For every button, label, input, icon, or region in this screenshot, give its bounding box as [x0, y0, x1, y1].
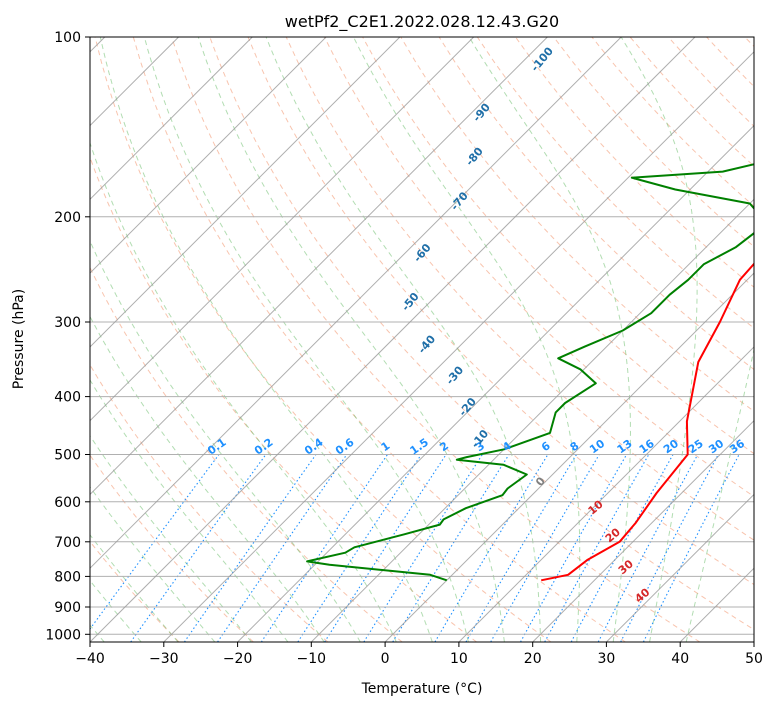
isotherm-line	[310, 198, 754, 642]
dry-adiabat	[209, 37, 754, 631]
x-tick-label: −20	[223, 651, 253, 667]
moist-adiabat	[90, 141, 397, 642]
mixing-ratio-line	[520, 454, 628, 642]
isotherm-line	[237, 124, 754, 642]
dry-adiabat	[362, 37, 754, 455]
dry-adiabat	[132, 37, 626, 642]
y-tick-label: 400	[54, 390, 81, 406]
isotherm-line	[606, 493, 754, 642]
mixing-ratio-line	[597, 454, 699, 642]
dry-adiabat	[285, 37, 754, 541]
y-tick-label: 600	[54, 495, 81, 511]
dry-adiabat	[171, 37, 701, 642]
moist-adiabat	[90, 486, 216, 642]
chart-title: wetPf2_C2E1.2022.028.12.43.G20	[285, 12, 559, 32]
y-tick-label: 200	[54, 210, 81, 226]
dry-adiabat	[90, 454, 254, 642]
mixing-ratio-lines	[90, 454, 740, 642]
y-tick-label: 900	[54, 600, 81, 616]
mixing-ratio-line	[183, 454, 317, 642]
x-tick-label: −30	[149, 651, 179, 667]
mixing-ratio-line	[570, 454, 674, 642]
x-axis-label: Temperature (°C)	[361, 681, 483, 697]
plot-frame	[89, 36, 755, 643]
mixing-ratio-line	[324, 454, 447, 642]
dry-adiabat	[90, 266, 403, 642]
mixing-ratio-line	[434, 454, 549, 642]
mixing-ratio-line	[465, 454, 577, 642]
dry-adiabat	[323, 37, 754, 498]
isotherm-line	[532, 419, 754, 642]
x-tick-label: 40	[671, 651, 689, 667]
moist-adiabat	[90, 434, 252, 642]
dry-adiabat	[94, 37, 552, 642]
dry-adiabat	[247, 37, 754, 586]
moist-adiabat	[90, 379, 289, 642]
y-tick-label: 100	[54, 30, 81, 46]
x-tick-label: 50	[745, 651, 763, 667]
y-tick-label: 800	[54, 569, 81, 585]
moist-adiabat	[90, 579, 142, 642]
dry-adiabat	[476, 37, 754, 329]
moist-adiabat	[90, 533, 179, 642]
dry-adiabat	[90, 540, 180, 642]
dewpoint-line	[306, 163, 754, 582]
dry-adiabat	[515, 37, 754, 288]
dry-adiabats	[90, 37, 754, 642]
mixing-ratio-line	[490, 454, 600, 642]
temperature-line	[540, 262, 754, 582]
skewed-isotherms	[90, 37, 754, 642]
mixing-ratio-line	[297, 454, 422, 642]
moist-adiabat	[353, 37, 581, 642]
moist-adiabat	[90, 239, 361, 642]
pressure-gridlines	[90, 37, 754, 635]
x-tick-label: −10	[297, 651, 327, 667]
isotherm-line	[90, 37, 548, 496]
y-tick-label: 300	[54, 315, 81, 331]
x-tick-label: 10	[450, 651, 468, 667]
x-tick-label: 20	[524, 651, 542, 667]
x-axis-ticks: −40 −30 −20 −10 0 10 20 30 40 50	[75, 642, 763, 667]
moist-adiabats	[90, 37, 754, 642]
isotherm-line	[458, 346, 754, 642]
y-tick-label: 700	[54, 535, 81, 551]
mixing-ratio-line	[217, 454, 348, 642]
moist-adiabat	[197, 37, 505, 642]
isotherm-line	[90, 37, 475, 422]
sounding-series	[306, 163, 754, 582]
y-tick-label: 1000	[45, 627, 81, 643]
y-tick-label: 500	[54, 448, 81, 464]
moist-adiabat	[620, 37, 698, 642]
isotherm-line	[163, 51, 754, 642]
isotherm-line	[90, 37, 327, 274]
isotherm-line	[384, 272, 754, 642]
y-axis-label: Pressure (hPa)	[11, 289, 27, 389]
x-tick-label: 0	[381, 651, 390, 667]
isotherm-line	[90, 37, 622, 569]
isotherm-line	[753, 641, 754, 642]
isotherm-line	[90, 37, 696, 642]
mixing-ratio-line	[130, 454, 267, 642]
mixing-ratio-line	[260, 454, 388, 642]
moist-adiabat	[468, 37, 632, 642]
moist-adiabat	[685, 347, 754, 642]
dry-adiabat	[90, 155, 477, 642]
mixing-ratio-line	[90, 454, 220, 630]
y-axis-ticks: 100 200 300 400 500 600 700 800 900 1000	[45, 30, 90, 643]
dry-adiabat	[400, 37, 754, 412]
dry-adiabat	[90, 364, 329, 642]
x-tick-label: −40	[75, 651, 105, 667]
isotherm-line	[90, 37, 253, 201]
isotherm-line	[90, 37, 401, 348]
x-tick-label: 30	[597, 651, 615, 667]
